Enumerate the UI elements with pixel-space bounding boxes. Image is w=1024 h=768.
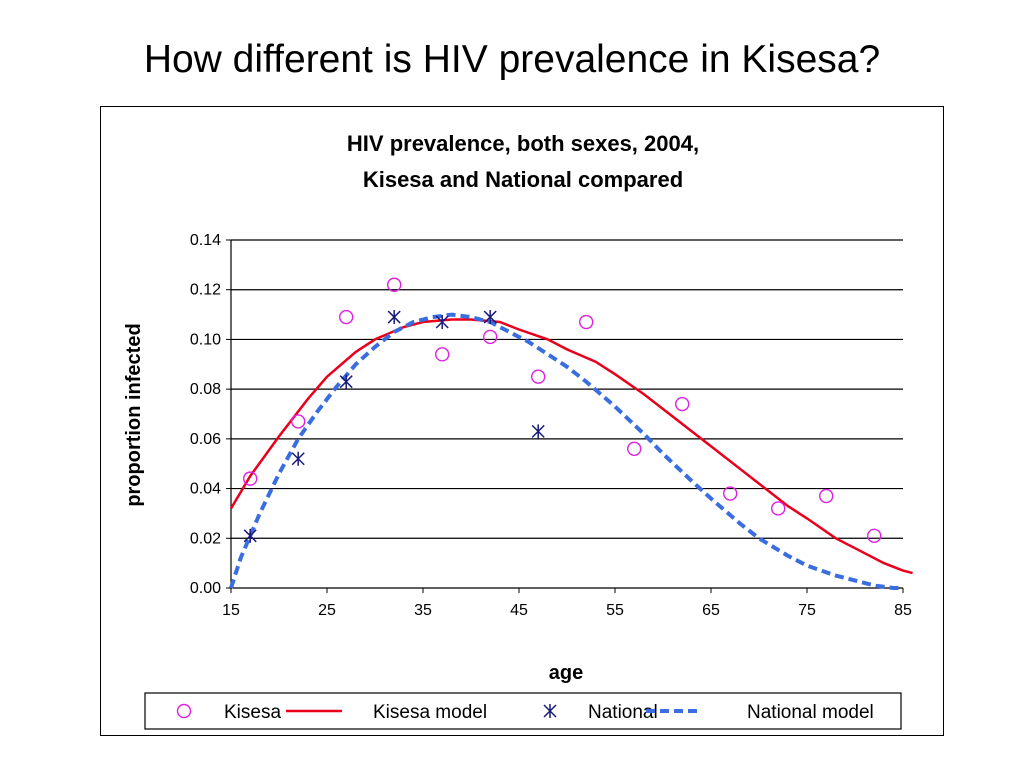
y-tick-label-0: 0.00 [190,580,221,597]
kisesa-point-13 [867,528,882,543]
x-tick-label-0: 15 [222,602,240,619]
y-axis-label: proportion infected [123,323,145,506]
x-tick-label-3: 45 [510,602,528,619]
x-tick-label-4: 55 [606,602,624,619]
y-tick-label-7: 0.14 [190,232,221,249]
national-point-6 [531,424,545,439]
national-point-4 [435,315,449,330]
y-tick-label-2: 0.04 [190,481,221,498]
y-tick-label-6: 0.12 [190,282,221,299]
legend-national-label: National [588,702,658,723]
kisesa-point-8 [627,441,642,456]
national-point-5 [483,310,497,325]
kisesa-point-11 [771,501,786,516]
national-point-2 [339,374,353,389]
chart-frame: HIV prevalence, both sexes, 2004, Kisesa… [100,106,944,736]
national-point-0 [243,528,257,543]
national-model-line [229,312,903,590]
x-tick-label-2: 35 [414,602,432,619]
national-point-3 [387,310,401,325]
national-point-1 [291,451,305,466]
axes [226,239,904,593]
hiv-prevalence-chart: HIV prevalence, both sexes, 2004, Kisesa… [123,131,913,730]
y-tick-label-1: 0.02 [190,530,221,547]
legend-kisesa-label: Kisesa [224,702,281,723]
legend-national-model-label: National model [747,702,874,723]
kisesa-point-12 [819,488,834,504]
x-tick-label-5: 65 [702,602,720,619]
kisesa-point-5 [483,329,498,345]
kisesa-point-7 [579,314,594,330]
chart-title-line1: HIV prevalence, both sexes, 2004, [347,131,699,156]
x-axis-label: age [549,662,583,684]
legend-national-symbol [543,704,557,718]
kisesa-model-line [229,318,913,575]
kisesa-point-9 [675,396,690,412]
kisesa-point-6 [531,369,546,384]
legend-kisesa-symbol [176,703,192,719]
y-tick-label-5: 0.10 [190,331,221,348]
kisesa-point-1 [290,414,306,429]
chart-title-line2: Kisesa and National compared [363,167,683,192]
tick-labels: 0.00 0.02 0.04 0.06 0.08 0.10 0.12 0.14 15 25 35 45… [190,232,912,619]
y-tick-label-4: 0.08 [190,381,221,398]
legend-box [144,692,902,730]
kisesa-point-3 [387,277,402,292]
kisesa-point-0 [242,471,258,486]
x-tick-label-1: 25 [318,602,336,619]
legend: Kisesa Kisesa model National National model [144,692,902,730]
kisesa-point-2 [338,309,354,325]
data-series [229,277,913,590]
x-tick-label-6: 75 [798,602,816,619]
slide-title: How different is HIV prevalence in Kises… [143,38,881,81]
kisesa-point-10 [723,486,738,501]
x-tick-label-7: 85 [894,602,912,619]
legend-kisesa-model-label: Kisesa model [373,702,487,723]
y-tick-label-3: 0.06 [190,431,221,448]
kisesa-point-4 [435,347,450,362]
gridlines [231,239,903,539]
